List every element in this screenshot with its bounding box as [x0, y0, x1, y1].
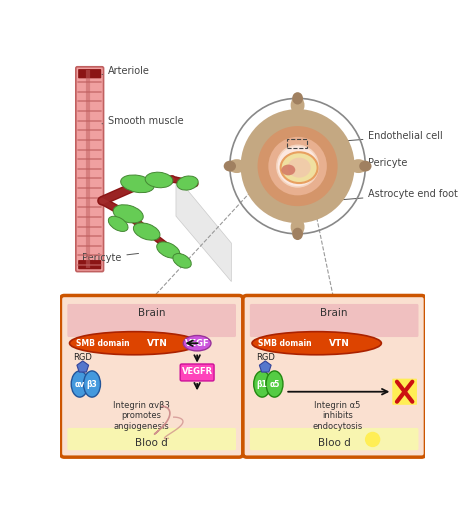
Ellipse shape — [133, 223, 160, 240]
Ellipse shape — [70, 332, 199, 355]
Text: SMB domain: SMB domain — [76, 339, 129, 348]
Text: β1: β1 — [257, 380, 267, 388]
Ellipse shape — [349, 159, 368, 173]
Ellipse shape — [71, 371, 88, 397]
Text: VEGFR: VEGFR — [182, 367, 213, 376]
Text: α5: α5 — [269, 380, 280, 388]
Circle shape — [276, 145, 319, 188]
Ellipse shape — [224, 161, 236, 171]
Ellipse shape — [121, 175, 154, 193]
Text: Bloo d: Bloo d — [318, 438, 351, 448]
Ellipse shape — [292, 92, 303, 105]
FancyBboxPatch shape — [76, 67, 103, 271]
Text: RGD: RGD — [73, 353, 92, 362]
Ellipse shape — [291, 218, 304, 236]
FancyBboxPatch shape — [61, 295, 243, 457]
Text: Arteriole: Arteriole — [102, 66, 150, 77]
Bar — [287, 139, 307, 148]
Ellipse shape — [288, 157, 310, 178]
FancyBboxPatch shape — [180, 364, 214, 381]
Text: Bloo d: Bloo d — [135, 438, 168, 448]
Ellipse shape — [113, 205, 143, 223]
Text: VTN: VTN — [146, 339, 167, 348]
FancyBboxPatch shape — [67, 428, 236, 450]
Ellipse shape — [266, 371, 283, 397]
Ellipse shape — [145, 172, 173, 188]
Text: VTN: VTN — [329, 339, 350, 348]
Text: SMB domain: SMB domain — [258, 339, 312, 348]
Circle shape — [241, 109, 355, 223]
FancyBboxPatch shape — [78, 69, 101, 78]
Circle shape — [268, 137, 327, 195]
Ellipse shape — [254, 371, 271, 397]
Text: Brain: Brain — [320, 308, 348, 318]
FancyBboxPatch shape — [78, 260, 101, 269]
Text: αv: αv — [74, 380, 85, 388]
Circle shape — [257, 126, 337, 206]
Ellipse shape — [173, 253, 191, 268]
Ellipse shape — [282, 165, 295, 176]
FancyBboxPatch shape — [243, 295, 425, 457]
Ellipse shape — [183, 336, 211, 351]
FancyBboxPatch shape — [250, 304, 419, 337]
Ellipse shape — [291, 96, 304, 114]
Text: Endothelial cell: Endothelial cell — [310, 131, 443, 143]
FancyBboxPatch shape — [392, 379, 417, 405]
Ellipse shape — [228, 159, 246, 173]
Circle shape — [365, 432, 380, 447]
Text: Pericyte: Pericyte — [82, 253, 138, 263]
Text: Smooth muscle: Smooth muscle — [102, 116, 184, 126]
Circle shape — [278, 146, 318, 186]
FancyBboxPatch shape — [250, 428, 419, 450]
Ellipse shape — [157, 242, 180, 258]
Text: Integrin αvβ3
promotes
angiogenesis: Integrin αvβ3 promotes angiogenesis — [113, 401, 170, 431]
Ellipse shape — [252, 332, 382, 355]
Ellipse shape — [83, 371, 100, 397]
Text: Brain: Brain — [138, 308, 165, 318]
Text: β3: β3 — [87, 380, 97, 388]
Text: Pericyte: Pericyte — [342, 158, 408, 169]
Ellipse shape — [281, 152, 318, 183]
FancyBboxPatch shape — [67, 304, 236, 337]
Ellipse shape — [292, 228, 303, 240]
Ellipse shape — [109, 217, 128, 232]
Text: Integrin α5
inhibits
endocytosis: Integrin α5 inhibits endocytosis — [312, 401, 363, 431]
Polygon shape — [176, 176, 231, 282]
Text: Astrocyte end foot: Astrocyte end foot — [341, 189, 458, 200]
Text: VEGF: VEGF — [185, 339, 210, 348]
Ellipse shape — [359, 161, 372, 171]
Text: RGD: RGD — [256, 353, 275, 362]
Ellipse shape — [177, 176, 198, 190]
